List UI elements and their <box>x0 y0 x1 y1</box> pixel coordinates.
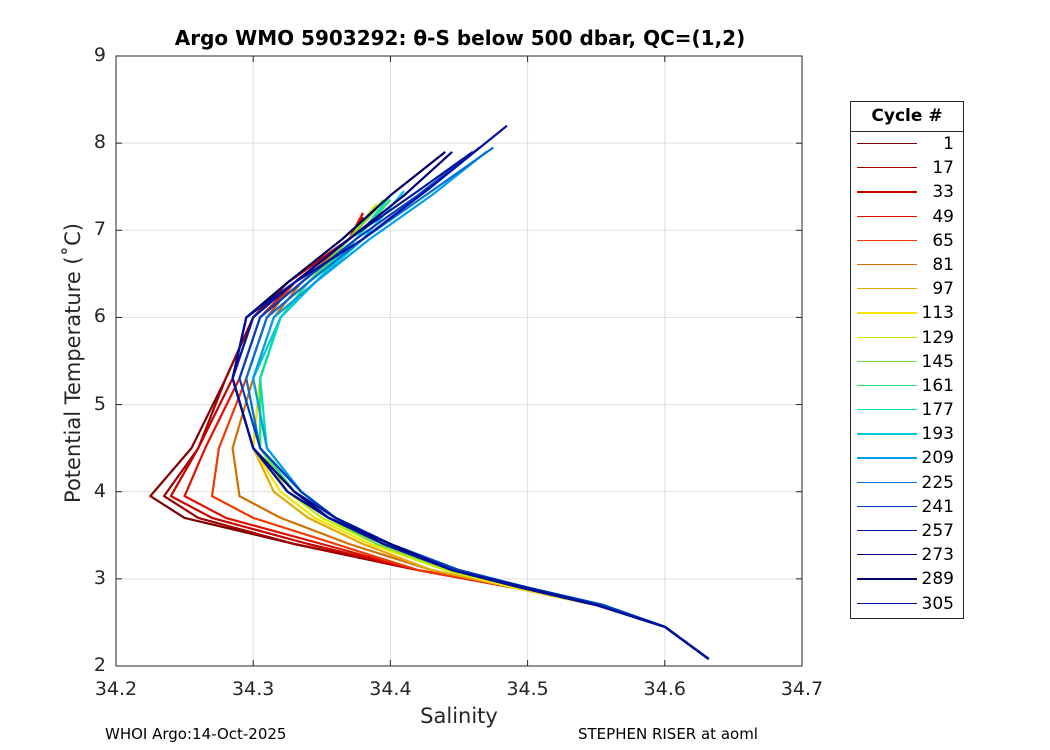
y-tick-label: 8 <box>93 131 106 154</box>
x-tick-label: 34.7 <box>780 678 824 700</box>
legend-label: 289 <box>921 569 954 590</box>
legend-label: 273 <box>921 545 954 566</box>
legend-label: 193 <box>921 424 954 445</box>
legend-label: 33 <box>932 182 954 203</box>
legend-label: 145 <box>921 351 954 372</box>
legend-swatch <box>857 554 917 556</box>
legend-label: 17 <box>932 158 954 179</box>
legend-entry: 161 <box>851 374 963 398</box>
legend-label: 177 <box>921 400 954 421</box>
legend-entry: 113 <box>851 301 963 325</box>
y-tick-label: 3 <box>93 566 106 589</box>
legend-swatch <box>857 360 917 362</box>
legend-swatch <box>857 263 917 266</box>
x-tick-label: 34.2 <box>94 678 138 700</box>
footer-left-text: WHOI Argo:14-Oct-2025 <box>105 725 287 743</box>
y-tick-label: 7 <box>93 218 106 241</box>
legend-label: 241 <box>921 496 954 517</box>
profile-line-cycle-65 <box>210 212 710 660</box>
profile-line-cycle-305 <box>231 124 710 660</box>
legend-swatch <box>857 384 917 387</box>
y-tick-label: 6 <box>93 305 106 328</box>
legend-label: 305 <box>921 593 954 614</box>
legend-title: Cycle # <box>851 102 963 132</box>
legend-entry: 177 <box>851 398 963 422</box>
legend-entry: 65 <box>851 229 963 253</box>
y-tick-label: 5 <box>93 392 106 415</box>
legend-label: 97 <box>932 279 954 300</box>
legend-entry: 257 <box>851 519 963 543</box>
axes-box <box>115 55 803 667</box>
profile-line-cycle-241 <box>238 146 710 660</box>
legend-label: 1 <box>943 134 954 154</box>
legend-swatch <box>857 288 917 290</box>
legend-entry: 209 <box>851 446 963 470</box>
y-tick-label: 9 <box>93 44 106 66</box>
x-tick-label: 34.6 <box>643 678 686 700</box>
x-tick-label: 34.4 <box>369 678 412 700</box>
legend-swatch <box>857 409 917 411</box>
x-tick-label: 34.3 <box>232 678 275 700</box>
y-tick-label: 2 <box>93 654 106 676</box>
legend-label: 129 <box>921 327 954 348</box>
legend-swatch <box>857 505 917 508</box>
legend-entries: 1 17 33 49 65 81 97 113 129 145 161 177 193 209 225 241… <box>851 132 963 616</box>
profile-line-cycle-273 <box>231 151 710 660</box>
x-tick-label: 34.5 <box>506 678 549 700</box>
legend-entry: 145 <box>851 350 963 374</box>
profile-line-cycle-17 <box>162 216 710 660</box>
x-axis-label: Salinity <box>420 704 498 728</box>
legend-label: 225 <box>921 472 954 493</box>
profile-line-cycle-257 <box>231 151 710 660</box>
legend-entry: 289 <box>851 567 963 591</box>
legend-entry: 97 <box>851 277 963 301</box>
legend-swatch <box>857 602 917 604</box>
legend-label: 257 <box>921 521 954 541</box>
legend-entry: 241 <box>851 495 963 519</box>
legend-entry: 273 <box>851 543 963 567</box>
legend-entry: 1 <box>851 132 963 156</box>
profile-lines <box>149 124 710 660</box>
legend-entry: 129 <box>851 326 963 350</box>
legend-entry: 193 <box>851 422 963 446</box>
legend-swatch <box>857 143 917 145</box>
legend-swatch <box>857 530 917 532</box>
profile-line-cycle-209 <box>252 151 710 660</box>
legend-entry: 305 <box>851 592 963 616</box>
legend-entry: 17 <box>851 156 963 180</box>
legend-entry: 81 <box>851 253 963 277</box>
profile-line-cycle-225 <box>245 146 710 660</box>
legend-swatch <box>857 578 917 580</box>
legend: Cycle # 1 17 33 49 65 81 97 113 129 145 161 177 193 2… <box>850 101 964 619</box>
legend-label: 49 <box>932 206 954 227</box>
y-axis-label: Potential Temperature (˚C) <box>61 223 85 503</box>
legend-label: 65 <box>932 230 954 251</box>
legend-swatch <box>857 312 917 314</box>
legend-swatch <box>857 481 917 483</box>
profile-line-cycle-33 <box>169 212 710 660</box>
legend-swatch <box>857 336 917 338</box>
legend-swatch <box>857 433 917 435</box>
legend-entry: 225 <box>851 471 963 495</box>
legend-swatch <box>857 457 917 459</box>
legend-label: 209 <box>921 448 954 469</box>
legend-swatch <box>857 239 917 242</box>
legend-swatch <box>857 167 917 169</box>
legend-label: 113 <box>921 303 954 324</box>
legend-entry: 33 <box>851 180 963 204</box>
legend-label: 161 <box>921 375 954 396</box>
legend-entry: 49 <box>851 205 963 229</box>
y-tick-label: 4 <box>93 479 106 502</box>
profile-line-cycle-289 <box>231 151 710 660</box>
legend-label: 81 <box>932 254 954 275</box>
profile-line-cycle-49 <box>183 212 710 660</box>
legend-swatch <box>857 191 917 193</box>
tick-marks <box>115 55 803 667</box>
legend-swatch <box>857 215 917 217</box>
footer-right-text: STEPHEN RISER at aoml <box>578 725 758 743</box>
chart-title: Argo WMO 5903292: θ-S below 500 dbar, QC… <box>174 26 746 50</box>
